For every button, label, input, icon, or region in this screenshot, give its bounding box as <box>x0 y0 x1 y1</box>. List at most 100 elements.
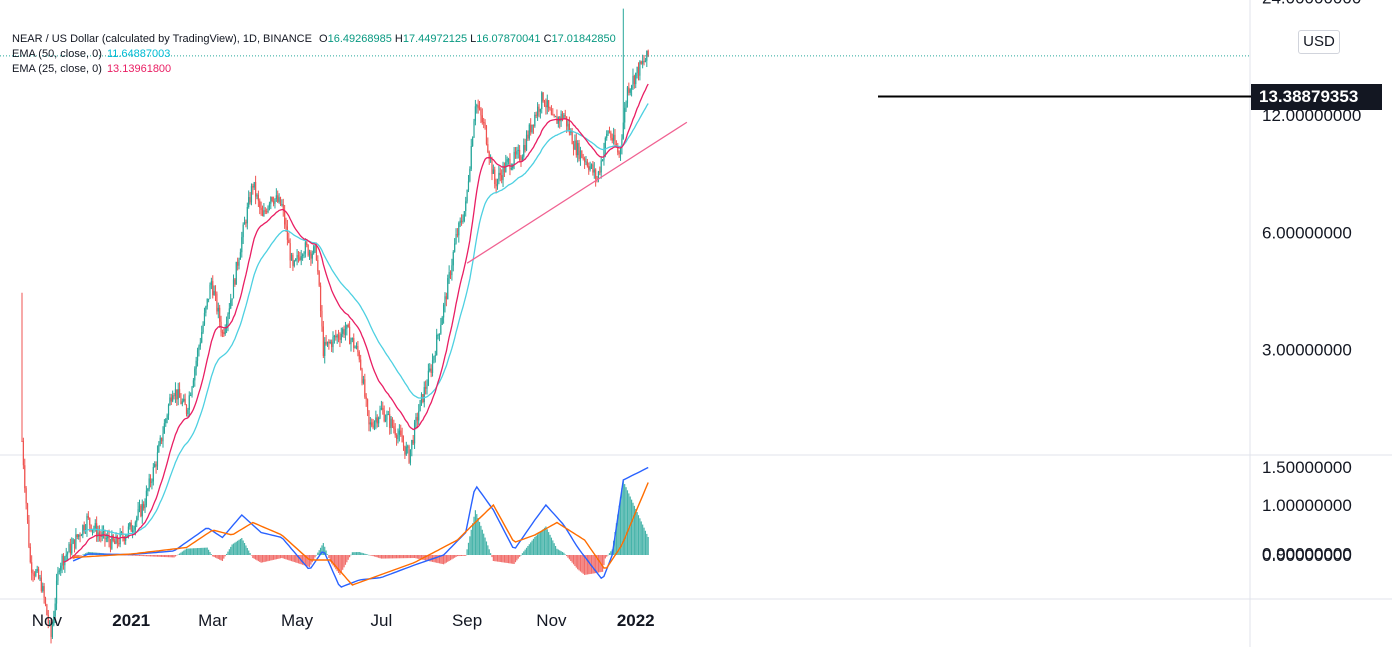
macd-histogram-bar <box>390 555 392 559</box>
candle-body <box>400 430 402 436</box>
candle-body <box>212 281 214 296</box>
candle-body <box>437 334 439 336</box>
candle-body <box>268 203 271 207</box>
candle-body <box>516 150 518 155</box>
candle-body <box>144 505 146 509</box>
macd-histogram-bar <box>228 549 230 555</box>
macd-histogram-bar <box>379 555 381 559</box>
macd-histogram-bar <box>159 555 161 557</box>
candle-body <box>487 144 489 153</box>
macd-histogram-bar <box>297 555 300 564</box>
candle-body <box>476 105 478 107</box>
macd-histogram-bar <box>454 555 456 558</box>
macd-histogram-bar <box>282 555 284 559</box>
candle-body <box>82 525 84 536</box>
candle-body <box>73 539 76 549</box>
macd-histogram-bar <box>76 555 78 558</box>
candle-body <box>534 114 536 127</box>
candle-body <box>274 198 276 204</box>
candle-body <box>535 114 537 116</box>
candle-body <box>449 272 452 276</box>
candle-body <box>335 335 337 338</box>
candle-body <box>466 189 468 202</box>
candle-body <box>57 571 59 581</box>
macd-histogram-bar <box>87 551 89 555</box>
candle-body <box>61 555 63 566</box>
macd-histogram-bar <box>590 555 593 574</box>
macd-histogram-bar <box>270 555 272 561</box>
macd-histogram-bar <box>266 555 268 562</box>
candle-body <box>21 440 23 442</box>
candle-body <box>532 124 535 127</box>
macd-histogram-bar <box>357 552 359 555</box>
macd-histogram-bar <box>517 555 519 559</box>
macd-histogram-bar <box>485 541 488 555</box>
macd-histogram-bar <box>184 549 186 555</box>
candle-body <box>39 577 41 579</box>
macd-histogram-bar <box>445 555 447 563</box>
candle-body <box>102 530 105 533</box>
macd-histogram-bar <box>373 555 376 557</box>
macd-histogram-bar <box>137 555 139 556</box>
candle-body <box>368 410 370 425</box>
candle-body <box>619 146 622 155</box>
candle-body <box>44 597 47 605</box>
candle-body <box>398 430 400 435</box>
candle-body <box>107 536 109 539</box>
candle-body <box>478 108 481 110</box>
candle-body <box>418 411 420 421</box>
macd-histogram-bar <box>640 521 642 555</box>
candle-body <box>456 233 459 236</box>
macd-histogram-bar <box>443 555 445 565</box>
candle-body <box>524 145 526 151</box>
macd-histogram-bar <box>161 555 163 557</box>
candle-body <box>97 532 99 537</box>
candle-body <box>261 210 264 216</box>
macd-histogram-bar <box>559 550 561 555</box>
candle-body <box>333 335 335 337</box>
candle-body <box>527 134 529 139</box>
candle-body <box>571 131 573 145</box>
candle-body <box>321 311 323 327</box>
macd-histogram-bar <box>212 555 214 557</box>
candle-body <box>196 350 199 361</box>
macd-histogram-bar <box>595 555 597 574</box>
candle-body <box>264 210 266 212</box>
candle-body <box>625 103 627 108</box>
macd-histogram-bar <box>456 555 459 557</box>
macd-histogram-bar <box>384 555 387 559</box>
candle-body <box>173 395 175 397</box>
candle-body <box>79 534 81 537</box>
macd-histogram-bar <box>469 536 471 555</box>
candle-body <box>331 341 333 348</box>
macd-histogram-bar <box>220 555 222 561</box>
macd-histogram-bar <box>336 555 338 572</box>
macd-histogram-bar <box>130 555 132 556</box>
macd-histogram-bar <box>617 514 619 555</box>
macd-histogram-bar <box>636 512 638 555</box>
macd-histogram-bar <box>79 555 81 556</box>
candle-body <box>451 265 453 276</box>
candle-body <box>302 254 304 257</box>
candle-body <box>592 164 594 173</box>
candles-group <box>21 8 649 644</box>
candle-body <box>362 379 365 384</box>
candle-body <box>152 467 154 482</box>
candle-body <box>277 195 279 202</box>
currency-badge[interactable]: USD <box>1298 30 1340 54</box>
macd-histogram-bar <box>188 548 190 555</box>
candle-body <box>557 117 559 124</box>
candle-body <box>263 210 265 216</box>
candle-body <box>376 417 378 424</box>
macd-histogram-bar <box>354 552 356 555</box>
macd-histogram-bar <box>163 555 165 558</box>
candle-body <box>436 334 438 356</box>
macd-histogram-bar <box>314 555 316 558</box>
macd-histogram-bar <box>647 537 649 555</box>
candle-body <box>303 253 305 255</box>
candle-body <box>378 417 380 424</box>
candle-body <box>311 253 313 259</box>
macd-histogram-bar <box>86 552 88 555</box>
candle-body <box>165 419 167 424</box>
